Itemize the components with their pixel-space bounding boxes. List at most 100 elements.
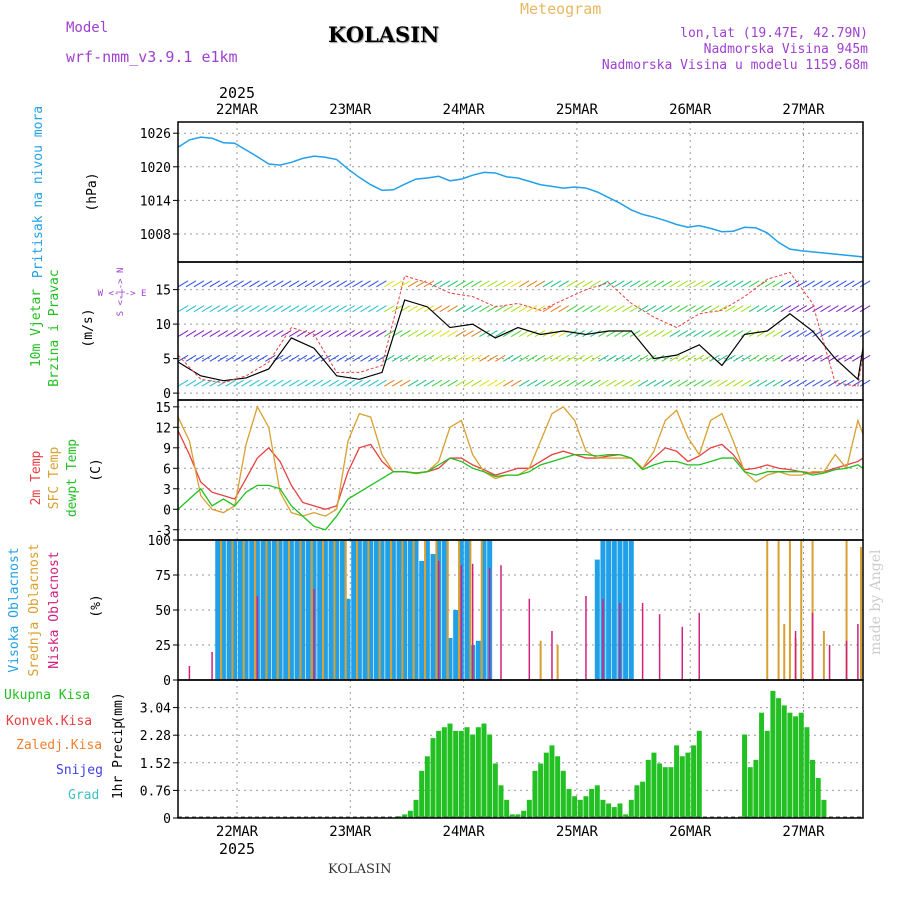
wind-barb (193, 379, 205, 387)
wind-barb (495, 379, 506, 387)
wind-barb (510, 354, 522, 362)
wind-barb (272, 330, 284, 337)
wind-barb (249, 280, 260, 288)
wind-barb (265, 379, 276, 387)
top-date-label: 25MAR (556, 102, 599, 118)
wind-barb (566, 280, 577, 288)
wind-barb (280, 280, 292, 288)
wind-barb (812, 379, 823, 387)
wind-barb (304, 379, 316, 387)
wind-barb (304, 354, 316, 362)
precip-bar (470, 734, 476, 818)
wind-barb (368, 379, 379, 387)
wind-barb (463, 379, 474, 387)
precip-bar (753, 759, 759, 818)
model-name: wrf-nmm_v3.9.1 e1km (66, 48, 238, 66)
wind-barb (812, 330, 823, 337)
wind-barb (233, 379, 244, 387)
wind-barb (487, 280, 498, 288)
wind-barb (455, 379, 466, 387)
wind-barb (844, 330, 855, 337)
cloud-bar (845, 540, 848, 680)
cloud-bar (266, 540, 272, 680)
wind-barb (669, 330, 681, 337)
wind-barb (732, 305, 744, 313)
wind-barb (352, 280, 363, 288)
cloud-bar (283, 540, 289, 680)
cloud-bar (188, 666, 191, 680)
panel-frame (177, 121, 864, 263)
wind-unit-label: (m/s) (81, 308, 96, 347)
wind-barb (582, 379, 593, 387)
wind-barb (201, 354, 213, 362)
wind-barb (384, 280, 395, 288)
wind-barb (859, 330, 871, 337)
precip-bar (566, 788, 572, 818)
wind-barb (732, 379, 744, 387)
wind-barb (257, 354, 268, 362)
precip-bar (441, 727, 447, 818)
cloud-bar (794, 631, 797, 680)
wind-barb (320, 330, 332, 337)
precip-bar (458, 730, 464, 818)
cloud-bar (860, 547, 862, 680)
wind-barb (431, 280, 443, 288)
cloud-bar (528, 598, 531, 680)
cloud-bar (294, 540, 300, 680)
wind-barb (368, 354, 379, 362)
precip-bar (572, 796, 578, 818)
wind-barb (217, 330, 228, 337)
wind-barb (780, 379, 792, 387)
wind-barb (376, 379, 387, 387)
cloud-axis-label: Niska Oblacnost (47, 551, 62, 668)
wind-barb (336, 305, 347, 313)
cloud-bar (453, 610, 459, 680)
wind-barb (725, 280, 736, 288)
wind-barb (502, 280, 514, 288)
wind-barb (177, 280, 189, 288)
wind-barb (526, 330, 538, 337)
cloud-bar (435, 540, 438, 680)
precip-bar (685, 752, 691, 818)
precip-bar (679, 756, 685, 818)
wind-barb (502, 330, 514, 337)
wind-barb (661, 379, 673, 387)
cloud-bar (424, 540, 427, 680)
wind-barb (725, 305, 736, 313)
wind-barb (859, 379, 871, 387)
cloud-bar (857, 624, 859, 680)
wind-barb (518, 354, 530, 362)
cloud-bar (322, 540, 325, 680)
footer-station: KOLASIN (328, 862, 392, 877)
wind-barb (614, 354, 625, 362)
wind-barb (407, 305, 419, 313)
wind-barb (391, 280, 403, 288)
wind-barb (590, 280, 601, 288)
cloud-bar (339, 540, 345, 680)
y-tick-label: 15 (155, 284, 171, 299)
wind-barb (265, 330, 276, 337)
wind-barb (637, 330, 649, 337)
cloud-bar (788, 540, 791, 680)
cloud-bar (333, 540, 336, 680)
wind-barb (629, 280, 641, 288)
cloud-bar (628, 540, 634, 680)
wind-barb (447, 305, 458, 313)
cloud-bar (356, 540, 362, 680)
precip-bar (492, 763, 498, 818)
precip-bar (577, 799, 583, 818)
cloud-bar (419, 561, 425, 680)
wind-barb (510, 305, 522, 313)
wind-barb (717, 379, 728, 387)
wind-barb (471, 305, 482, 313)
wind-barb (233, 305, 244, 313)
wind-barb (748, 354, 760, 362)
wind-barb (296, 379, 308, 387)
wind-barb (693, 379, 704, 387)
wind-barb (661, 305, 673, 313)
precip-bar (475, 727, 481, 818)
precip-bar (793, 716, 799, 818)
cloud-bar (211, 652, 213, 680)
wind-barb (685, 354, 696, 362)
wind-barb (495, 354, 506, 362)
